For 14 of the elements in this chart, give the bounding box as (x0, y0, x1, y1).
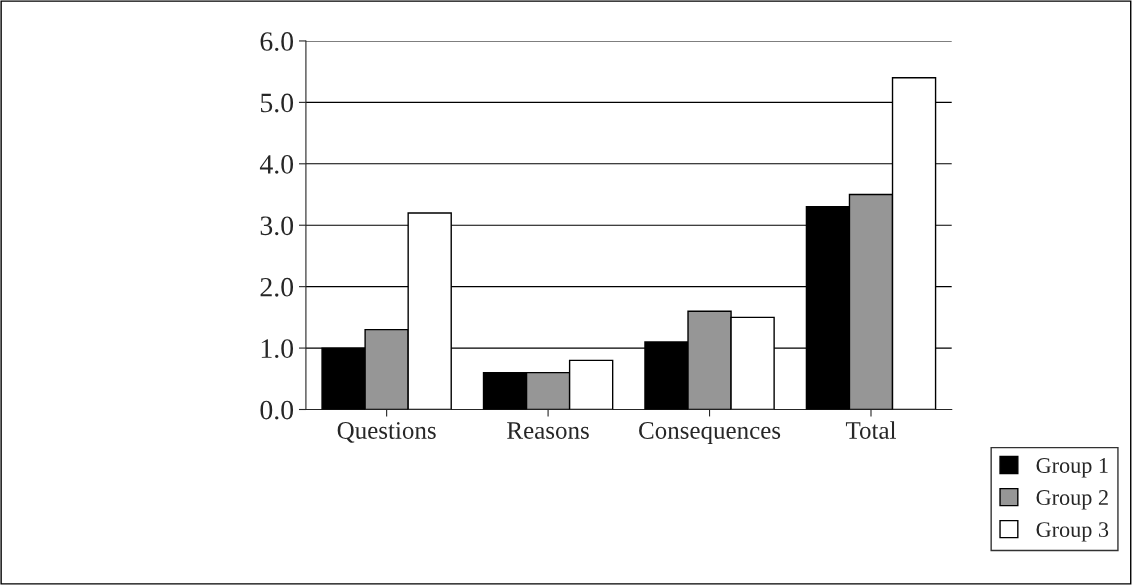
y-tick-label: 5.0 (261, 93, 294, 113)
y-tick-label: 0.0 (260, 400, 294, 420)
y-tick-label: 3.0 (260, 216, 294, 236)
x-tick-label: Questions (337, 422, 436, 443)
legend-label: Group 3 (1036, 522, 1109, 542)
legend-label: Group 2 (1036, 490, 1108, 510)
y-tick-label: 6.0 (260, 32, 294, 51)
y-tick-label: 4.0 (259, 154, 294, 174)
x-tick-label: Reasons (507, 422, 589, 439)
x-tick-label: Total (845, 421, 896, 439)
x-tick-label: Consequences (639, 422, 781, 444)
y-tick-label: 1.0 (261, 339, 294, 359)
y-tick-label: 2.0 (260, 277, 294, 297)
legend-label: Group 1 (1036, 458, 1108, 478)
